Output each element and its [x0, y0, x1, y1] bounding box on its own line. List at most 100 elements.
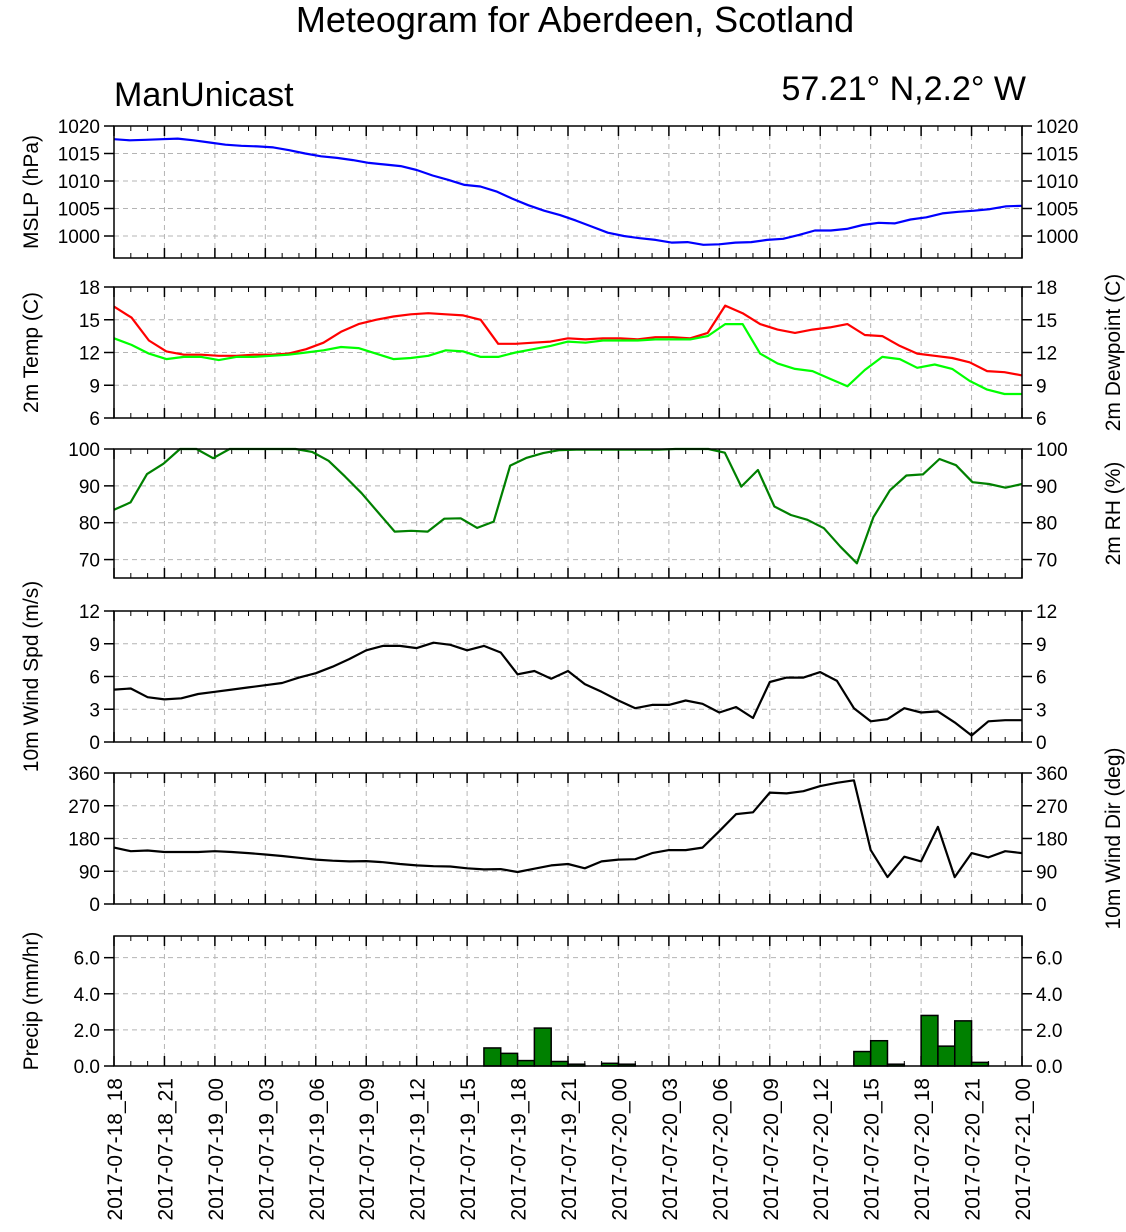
x-tick-label: 2017-07-19_06: [306, 1078, 329, 1220]
x-tick-label: 2017-07-19_09: [356, 1078, 379, 1220]
model-name: ManUnicast: [114, 76, 294, 114]
y-tick-label: 1005: [58, 200, 100, 221]
y-tick-label-right: 0: [1036, 733, 1047, 754]
panel-frame: [113, 125, 1023, 259]
precip-bar: [533, 1027, 552, 1067]
y-axis-label: Precip (mm/hr): [20, 932, 43, 1071]
temperature-panel: 6 6 9 9 12 12 15 15 18 18 2m Temp (C) 2m Dewpoint (…: [20, 274, 1125, 432]
y-tick-label: 18: [79, 278, 100, 299]
precip-bar: [920, 1014, 939, 1067]
panel-frame: [113, 772, 1023, 905]
mslp-line: [113, 137, 1023, 246]
y-axis-label: MSLP (hPa): [20, 135, 43, 249]
x-tick-label: 2017-07-21_00: [1012, 1078, 1035, 1220]
y-tick-label: 6.0: [74, 949, 100, 970]
y-tick-label: 90: [79, 477, 100, 498]
y-tick-label: 9: [89, 635, 100, 656]
y-tick-label: 0: [89, 733, 100, 754]
panel-frame: [113, 610, 1023, 743]
rh-panel: 70 70 80 80 90 90 100 100 2m RH (%): [68, 440, 1125, 579]
y-tick-label-right: 80: [1036, 514, 1057, 535]
precip-panel: 0.0 0.0 2.0 2.0 4.0 4.0 6.0 6.0 Precip (mm/hr): [20, 932, 1062, 1078]
x-tick-label: 2017-07-19_18: [508, 1078, 531, 1220]
y-tick-label: 1015: [58, 145, 100, 166]
y-tick-label-right: 360: [1036, 764, 1068, 785]
x-tick-label: 2017-07-20_18: [911, 1078, 934, 1220]
y-tick-label-right: 18: [1036, 278, 1057, 299]
y-tick-label-right: 180: [1036, 830, 1068, 851]
temp-line: [113, 304, 1023, 377]
y-tick-label: 3: [89, 700, 100, 721]
y-tick-label: 360: [68, 764, 100, 785]
y-tick-label: 270: [68, 797, 100, 818]
panel-frame: [113, 935, 1023, 1067]
x-tick-label: 2017-07-20_21: [962, 1078, 985, 1220]
y-tick-label: 9: [89, 376, 100, 397]
x-tick-label: 2017-07-19_12: [407, 1078, 430, 1220]
precip-bar: [516, 1059, 536, 1067]
y-tick-label-right: 0: [1036, 895, 1047, 916]
y-tick-label-right: 9: [1036, 635, 1047, 656]
y-tick-label-right: 90: [1036, 862, 1057, 883]
y-tick-label: 0: [89, 895, 100, 916]
y-tick-label-right: 12: [1036, 344, 1057, 365]
wind-speed-panel: 0 0 3 3 6 6 9 9 12 12 10m Wind Spd (m/s): [20, 581, 1057, 772]
x-tick-label: 2017-07-20_12: [810, 1078, 833, 1220]
x-tick-label: 2017-07-19_00: [205, 1078, 228, 1220]
x-tick-label: 2017-07-20_06: [709, 1078, 732, 1220]
y-tick-label: 6: [89, 409, 100, 430]
panel-frame: [113, 286, 1023, 419]
y-axis-label-right: 2m RH (%): [1102, 462, 1125, 566]
y-tick-label: 90: [79, 862, 100, 883]
y-tick-label: 15: [79, 311, 100, 332]
x-tick-label: 2017-07-19_15: [457, 1078, 480, 1220]
precip-bar: [499, 1052, 519, 1067]
y-tick-label-right: 2.0: [1036, 1021, 1062, 1042]
y-tick-label-right: 100: [1036, 440, 1068, 461]
y-tick-label: 1020: [58, 117, 100, 138]
y-axis-label-right: 10m Wind Dir (deg): [1102, 747, 1125, 929]
dewpoint-line: [113, 323, 1022, 396]
wind-speed-line: [113, 641, 1022, 737]
y-axis-label: 10m Wind Spd (m/s): [20, 581, 43, 772]
y-tick-label-right: 270: [1036, 797, 1068, 818]
y-tick-label: 100: [68, 440, 100, 461]
y-tick-label-right: 1005: [1036, 200, 1078, 221]
mslp-panel: 1000 1000 1005 1005 1010 1010 1015 1015 1020 1020…: [20, 117, 1078, 259]
y-tick-label-right: 90: [1036, 477, 1057, 498]
precip-bar: [953, 1020, 973, 1067]
y-tick-label-right: 1000: [1036, 227, 1078, 248]
y-tick-label-right: 6.0: [1036, 949, 1062, 970]
y-axis-label: 2m Temp (C): [20, 292, 43, 413]
precip-bar: [937, 1045, 956, 1067]
y-tick-label: 4.0: [74, 985, 100, 1006]
y-tick-label-right: 3: [1036, 700, 1047, 721]
x-tick-label: 2017-07-20_09: [760, 1078, 783, 1220]
y-tick-label: 12: [79, 344, 100, 365]
y-tick-label-right: 4.0: [1036, 985, 1062, 1006]
y-tick-label-right: 6: [1036, 409, 1047, 430]
x-tick-label: 2017-07-19_03: [255, 1078, 278, 1220]
y-tick-label: 80: [79, 514, 100, 535]
location-coordinates: 57.21° N,2.2° W: [781, 70, 1026, 108]
y-tick-label: 0.0: [74, 1057, 100, 1078]
y-tick-label-right: 1020: [1036, 117, 1078, 138]
x-tick-label: 2017-07-19_21: [558, 1078, 581, 1220]
x-tick-label: 2017-07-20_00: [608, 1078, 631, 1220]
y-tick-label-right: 1010: [1036, 172, 1078, 193]
y-tick-label-right: 70: [1036, 551, 1057, 572]
y-axis-label-right: 2m Dewpoint (C): [1102, 274, 1125, 432]
x-tick-label: 2017-07-18_18: [104, 1078, 127, 1220]
panel-frame: [113, 448, 1023, 579]
y-tick-label: 6: [89, 668, 100, 689]
y-tick-label-right: 12: [1036, 602, 1057, 623]
precip-bar: [869, 1039, 889, 1067]
y-tick-label-right: 15: [1036, 311, 1057, 332]
y-tick-label: 70: [79, 551, 100, 572]
y-tick-label: 2.0: [74, 1021, 100, 1042]
y-tick-label-right: 0.0: [1036, 1057, 1062, 1078]
y-tick-label: 12: [79, 602, 100, 623]
y-tick-label-right: 6: [1036, 668, 1047, 689]
x-tick-label: 2017-07-18_21: [154, 1078, 177, 1220]
